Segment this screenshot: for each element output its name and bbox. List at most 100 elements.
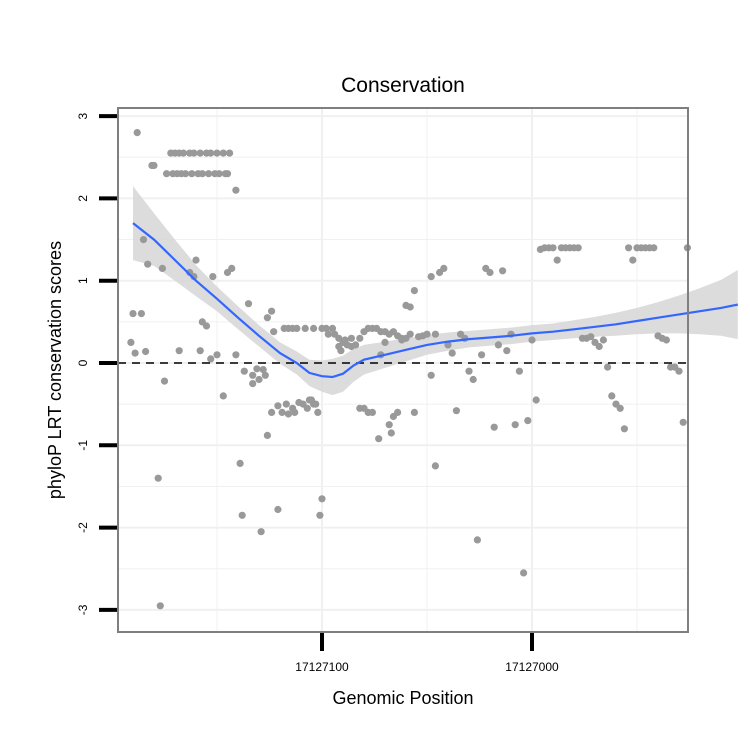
data-point [341,336,349,344]
data-point [192,256,200,264]
data-point [608,392,616,400]
data-point [381,338,389,346]
data-point [263,314,271,322]
data-point [261,371,269,379]
data-point [238,511,246,519]
data-point [368,408,376,416]
y-axis-label: phyloP LRT conservation scores [45,241,65,499]
data-point [679,418,687,426]
data-point [410,408,418,416]
data-point [423,330,431,338]
data-point [160,377,169,385]
data-point [528,336,536,344]
data-point [532,396,540,404]
data-point [616,404,624,412]
data-point [301,324,309,332]
data-point [352,341,360,349]
data-point [431,330,439,338]
data-point [595,342,603,351]
x-tick-label: 17127100 [295,660,349,674]
data-point [335,342,343,351]
data-point [675,367,683,375]
data-point [263,431,271,439]
data-point [427,371,435,379]
data-point [490,423,498,431]
data-point [133,129,141,137]
data-point [179,149,187,157]
grid-lines [118,108,688,632]
y-tick-label: 2 [76,195,90,202]
data-point [324,330,332,338]
data-point [207,355,215,363]
data-point [410,287,418,295]
panel-background [118,108,688,632]
data-point [129,310,137,318]
data-point [310,324,318,332]
data-point [236,459,244,467]
data-point [228,264,236,272]
data-point [196,149,204,157]
data-point [223,170,232,178]
y-tick-label: 0 [76,359,90,366]
x-tick-label: 17127000 [505,660,559,674]
plot-panel [117,107,739,633]
data-point [356,334,364,342]
data-point [452,407,460,415]
data-point [303,404,311,412]
data-point [249,380,257,388]
data-point [448,349,456,357]
data-point [188,170,196,178]
data-point [274,505,282,514]
data-point [158,264,166,272]
x-axis-label: Genomic Position [332,688,473,708]
data-point [131,349,139,357]
data-point [293,324,301,332]
data-point [215,170,223,178]
data-point [219,149,227,157]
data-point [469,375,477,384]
data-point [198,170,206,178]
data-point [503,347,511,355]
data-point [219,392,227,400]
smooth-trend-line [132,222,739,379]
data-point [312,400,320,408]
data-point [175,347,183,355]
data-point [209,273,217,281]
data-point [154,474,162,482]
data-point [137,310,145,318]
data-point [205,170,213,178]
data-point [213,149,221,157]
data-point [515,367,524,375]
data-point [486,268,494,277]
data-points [127,129,692,610]
data-point [620,425,629,433]
data-point [249,371,257,379]
y-tick-label: 3 [76,112,90,119]
data-point [213,351,221,359]
data-point [520,569,528,577]
data-point [499,267,507,275]
data-point [244,300,253,308]
data-point [253,365,261,373]
data-point [662,336,671,344]
data-point [322,324,330,332]
data-point [604,363,612,371]
data-point [226,149,234,157]
data-point [139,236,148,244]
data-point [473,536,481,544]
data-point [599,336,608,344]
data-point [314,408,322,416]
data-point [587,333,595,341]
data-point [316,511,324,519]
data-point [387,429,395,437]
data-point [259,366,267,374]
data-point [398,336,406,344]
data-point [465,367,473,375]
y-tick-label: -2 [76,522,90,533]
x-axis: 17127100 17127000 [295,633,559,674]
data-point [375,435,383,443]
data-point [202,322,211,330]
data-point [494,341,502,349]
data-point [144,260,152,268]
